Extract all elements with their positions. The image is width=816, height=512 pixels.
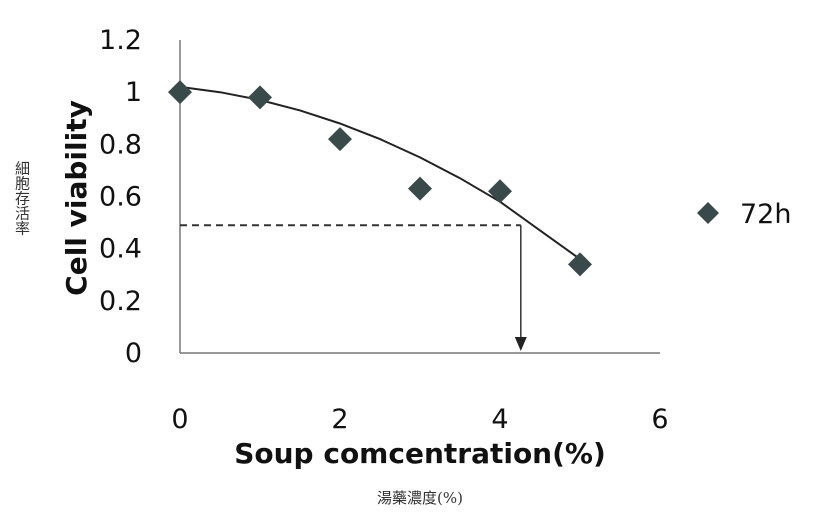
trendline-group: [179, 85, 581, 260]
ref-arrow-head: [514, 337, 527, 351]
y-tick-label: 0: [125, 338, 142, 369]
y-tick-label: 0.6: [99, 182, 142, 213]
data-point: [168, 80, 192, 105]
y-axis-title: Cell viability: [60, 100, 93, 296]
x-axis-title: Soup comcentration(%): [234, 437, 606, 470]
legend-marker-diamond: [697, 202, 719, 224]
legend: 72h: [697, 199, 791, 230]
y-tick-label: 1: [125, 77, 142, 108]
x-tick-labels: 0 2 4 6: [171, 404, 668, 435]
x-tick-label: 0: [171, 404, 188, 435]
y-tick-label: 0.2: [99, 286, 142, 317]
reference-lines: [180, 224, 527, 351]
x-axis-subtitle-cjk: 湯藥濃度(%): [377, 489, 463, 507]
data-point: [408, 176, 432, 201]
y-tick-label: 1.2: [99, 25, 142, 56]
data-point: [488, 179, 512, 204]
x-tick-label: 6: [651, 404, 668, 435]
y-tick-labels: 0 0.2 0.4 0.6 0.8 1 1.2: [99, 25, 142, 369]
x-tick-label: 4: [491, 404, 508, 435]
legend-label: 72h: [740, 199, 791, 230]
y-axis-subtitle-cjk: 細胞存活率: [13, 161, 31, 236]
y-tick-label: 0.4: [99, 234, 142, 265]
data-point: [568, 252, 592, 277]
data-point: [248, 85, 272, 110]
data-point: [328, 127, 352, 152]
y-tick-label: 0.8: [99, 129, 142, 160]
x-tick-label: 2: [331, 404, 348, 435]
data-points: [168, 80, 592, 277]
trendline: [179, 85, 581, 260]
